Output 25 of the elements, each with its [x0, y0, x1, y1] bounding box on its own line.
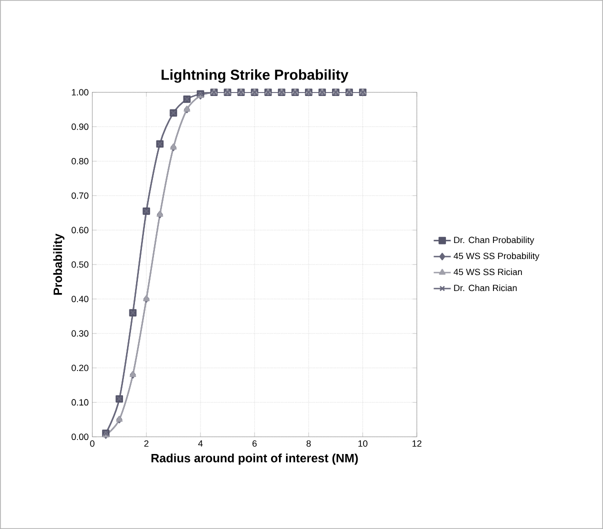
y-tick-label: 1.00 [72, 89, 88, 96]
y-tick-label: 0.70 [72, 192, 88, 199]
x-tick-label: 6 [252, 440, 257, 447]
x-tick-label: 10 [358, 440, 368, 447]
y-tick-label: 0.40 [72, 296, 88, 302]
x-tick-label: 2 [144, 440, 148, 447]
legend-label: 45 WS SS Probability [454, 252, 540, 261]
x-tick-label: 0 [90, 440, 94, 447]
y-tick-label: 0.60 [72, 226, 88, 234]
chart-title: Lightning Strike Probability [162, 69, 348, 83]
y-axis-title: Probability [53, 234, 64, 295]
legend-label: 45 WS SS Rician [454, 268, 522, 276]
y-tick-label: 0.00 [72, 434, 88, 440]
y-tick-label: 0.80 [72, 158, 88, 164]
y-tick-label: 0.30 [72, 330, 88, 337]
y-tick-label: 0.90 [72, 123, 88, 130]
x-tick-label: 8 [306, 440, 311, 447]
x-axis-title: Radius around point of interest (NM) [152, 454, 358, 465]
y-tick-label: 0.10 [72, 399, 88, 406]
x-tick-label: 4 [198, 440, 203, 446]
y-tick-label: 0.20 [72, 364, 88, 372]
y-tick-label: 0.50 [72, 261, 88, 268]
legend-label: Dr. Chan Probability [454, 236, 534, 245]
legend-label: Dr. Chan Rician [454, 284, 517, 292]
x-tick-label: 12 [412, 440, 422, 447]
